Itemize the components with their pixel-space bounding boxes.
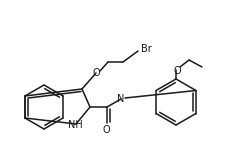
Text: O: O bbox=[102, 125, 110, 135]
Text: N: N bbox=[117, 94, 125, 104]
Text: NH: NH bbox=[68, 120, 82, 130]
Text: O: O bbox=[173, 66, 181, 76]
Text: Br: Br bbox=[141, 44, 152, 54]
Text: O: O bbox=[92, 68, 100, 78]
